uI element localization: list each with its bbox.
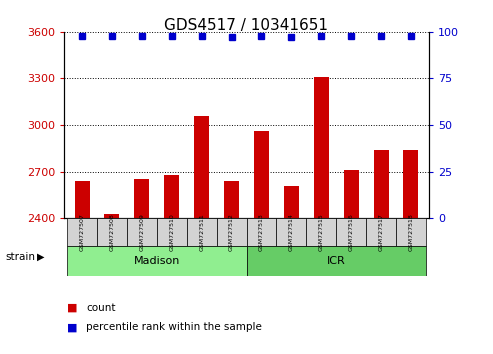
Bar: [164, 175, 179, 218]
Bar: [127, 218, 157, 246]
Bar: [224, 181, 239, 218]
Bar: [254, 131, 269, 218]
Text: GSM727516: GSM727516: [349, 213, 353, 251]
Bar: [157, 218, 187, 246]
Text: ▶: ▶: [37, 252, 44, 262]
Text: GSM727511: GSM727511: [199, 213, 204, 251]
Bar: [396, 218, 426, 246]
Text: GSM727512: GSM727512: [229, 213, 234, 251]
Bar: [277, 218, 306, 246]
Text: ■: ■: [67, 303, 77, 313]
Text: GSM727515: GSM727515: [319, 213, 324, 251]
Text: GSM727518: GSM727518: [409, 213, 414, 251]
Text: GSM727517: GSM727517: [379, 213, 384, 251]
Text: percentile rank within the sample: percentile rank within the sample: [86, 322, 262, 332]
Text: GSM727513: GSM727513: [259, 213, 264, 251]
Text: GSM727509: GSM727509: [140, 213, 144, 251]
Bar: [344, 170, 358, 218]
Text: strain: strain: [5, 252, 35, 262]
Text: GSM727514: GSM727514: [289, 213, 294, 251]
Text: Madison: Madison: [134, 256, 180, 266]
Text: GSM727508: GSM727508: [109, 213, 114, 251]
Bar: [306, 218, 336, 246]
Bar: [74, 181, 90, 218]
Bar: [135, 179, 149, 218]
Text: GSM727507: GSM727507: [79, 213, 84, 251]
Bar: [67, 246, 246, 276]
Bar: [67, 218, 97, 246]
Bar: [105, 213, 119, 218]
Text: ICR: ICR: [327, 256, 346, 266]
Bar: [314, 77, 329, 218]
Bar: [246, 246, 426, 276]
Bar: [336, 218, 366, 246]
Bar: [97, 218, 127, 246]
Bar: [403, 150, 419, 218]
Bar: [366, 218, 396, 246]
Bar: [187, 218, 216, 246]
Bar: [246, 218, 277, 246]
Text: count: count: [86, 303, 116, 313]
Bar: [374, 150, 388, 218]
Text: GDS4517 / 10341651: GDS4517 / 10341651: [165, 18, 328, 33]
Bar: [216, 218, 246, 246]
Bar: [284, 185, 299, 218]
Text: GSM727510: GSM727510: [169, 213, 174, 251]
Text: ■: ■: [67, 322, 77, 332]
Bar: [194, 116, 209, 218]
